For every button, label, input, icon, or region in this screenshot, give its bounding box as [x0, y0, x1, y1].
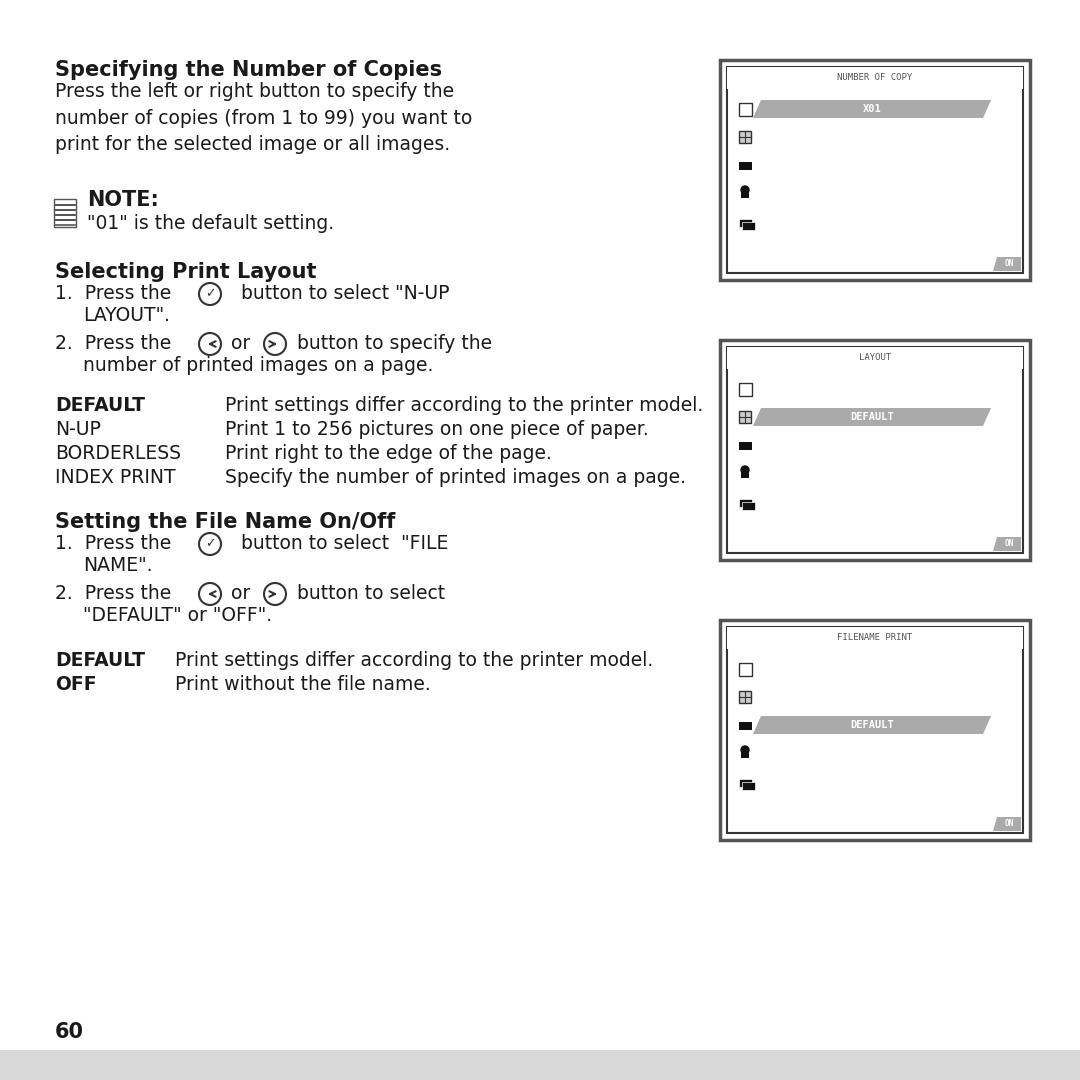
Text: BORDERLESS: BORDERLESS — [55, 444, 181, 463]
Text: 2.  Press the: 2. Press the — [55, 334, 172, 353]
Text: ON: ON — [1004, 259, 1014, 269]
FancyBboxPatch shape — [727, 67, 1023, 89]
Text: LAYOUT".: LAYOUT". — [83, 306, 170, 325]
Text: Print 1 to 256 pictures on one piece of paper.: Print 1 to 256 pictures on one piece of … — [225, 420, 649, 438]
Text: Press the left or right button to specify the
number of copies (from 1 to 99) yo: Press the left or right button to specif… — [55, 82, 472, 154]
Polygon shape — [753, 408, 991, 426]
FancyBboxPatch shape — [739, 691, 751, 703]
Text: 1.  Press the: 1. Press the — [55, 534, 172, 553]
Text: INDEX PRINT: INDEX PRINT — [55, 468, 176, 487]
FancyBboxPatch shape — [739, 499, 752, 507]
Text: "01" is the default setting.: "01" is the default setting. — [87, 214, 334, 233]
FancyBboxPatch shape — [741, 472, 750, 478]
Text: NAME".: NAME". — [83, 556, 152, 575]
FancyBboxPatch shape — [727, 347, 1023, 553]
Circle shape — [199, 534, 221, 555]
Text: NUMBER OF COPY: NUMBER OF COPY — [837, 73, 913, 82]
Text: DEFAULT: DEFAULT — [55, 396, 145, 415]
Text: number of printed images on a page.: number of printed images on a page. — [83, 356, 433, 375]
FancyBboxPatch shape — [742, 222, 755, 230]
FancyBboxPatch shape — [0, 1050, 1080, 1080]
Circle shape — [741, 746, 750, 754]
Polygon shape — [993, 537, 1021, 551]
Text: 60: 60 — [55, 1022, 84, 1042]
FancyBboxPatch shape — [720, 340, 1030, 561]
Text: FILENAME PRINT: FILENAME PRINT — [837, 634, 913, 643]
Text: DEFAULT: DEFAULT — [850, 411, 894, 422]
FancyBboxPatch shape — [720, 60, 1030, 280]
Circle shape — [199, 283, 221, 305]
FancyBboxPatch shape — [741, 192, 750, 198]
FancyBboxPatch shape — [727, 67, 1023, 273]
Polygon shape — [993, 257, 1021, 271]
FancyBboxPatch shape — [739, 382, 752, 395]
Text: Print right to the edge of the page.: Print right to the edge of the page. — [225, 444, 552, 463]
FancyBboxPatch shape — [739, 442, 752, 449]
Text: OFF: OFF — [55, 675, 96, 694]
Polygon shape — [753, 100, 991, 118]
Text: LAYOUT: LAYOUT — [859, 353, 891, 363]
Text: button to select: button to select — [291, 584, 445, 603]
Circle shape — [199, 333, 221, 355]
FancyBboxPatch shape — [727, 627, 1023, 833]
Text: button to select "N-UP: button to select "N-UP — [235, 284, 449, 303]
FancyBboxPatch shape — [739, 131, 751, 143]
Text: DEFAULT: DEFAULT — [850, 720, 894, 730]
FancyBboxPatch shape — [727, 627, 1023, 649]
Circle shape — [264, 333, 286, 355]
Circle shape — [741, 186, 750, 194]
Text: DEFAULT: DEFAULT — [55, 651, 145, 670]
Text: Print settings differ according to the printer model.: Print settings differ according to the p… — [175, 651, 653, 670]
FancyBboxPatch shape — [727, 347, 1023, 369]
FancyBboxPatch shape — [739, 662, 752, 675]
FancyBboxPatch shape — [739, 162, 752, 170]
Text: ON: ON — [1004, 820, 1014, 828]
FancyBboxPatch shape — [720, 620, 1030, 840]
FancyBboxPatch shape — [741, 752, 750, 758]
Text: 2.  Press the: 2. Press the — [55, 584, 172, 603]
Text: Specify the number of printed images on a page.: Specify the number of printed images on … — [225, 468, 686, 487]
Circle shape — [741, 465, 750, 474]
Text: Specifying the Number of Copies: Specifying the Number of Copies — [55, 60, 442, 80]
Text: ON: ON — [1004, 540, 1014, 549]
Polygon shape — [993, 816, 1021, 831]
Circle shape — [264, 583, 286, 605]
Text: button to select  "FILE: button to select "FILE — [235, 534, 448, 553]
Text: Setting the File Name On/Off: Setting the File Name On/Off — [55, 512, 395, 532]
FancyBboxPatch shape — [739, 411, 751, 423]
Text: or: or — [225, 334, 251, 353]
Polygon shape — [753, 716, 991, 734]
FancyBboxPatch shape — [739, 721, 752, 729]
Text: Print without the file name.: Print without the file name. — [175, 675, 431, 694]
Circle shape — [199, 583, 221, 605]
FancyBboxPatch shape — [742, 782, 755, 789]
Text: 1.  Press the: 1. Press the — [55, 284, 172, 303]
Text: "DEFAULT" or "OFF".: "DEFAULT" or "OFF". — [83, 606, 272, 625]
Text: Selecting Print Layout: Selecting Print Layout — [55, 262, 316, 282]
FancyBboxPatch shape — [739, 780, 752, 786]
FancyBboxPatch shape — [742, 502, 755, 510]
Text: Print settings differ according to the printer model.: Print settings differ according to the p… — [225, 396, 703, 415]
FancyBboxPatch shape — [739, 103, 752, 116]
Text: or: or — [225, 584, 251, 603]
Text: N-UP: N-UP — [55, 420, 100, 438]
Text: NOTE:: NOTE: — [87, 190, 159, 210]
Text: ✓: ✓ — [205, 287, 215, 300]
FancyBboxPatch shape — [739, 219, 752, 227]
Text: ✓: ✓ — [205, 538, 215, 551]
Text: X01: X01 — [863, 104, 881, 114]
Text: button to specify the: button to specify the — [291, 334, 492, 353]
